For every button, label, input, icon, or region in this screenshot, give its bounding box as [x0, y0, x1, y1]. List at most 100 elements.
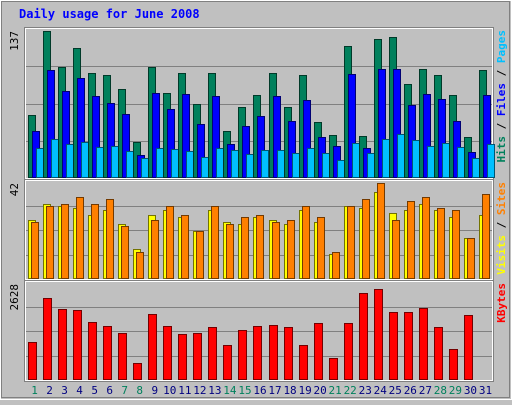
x-tick-label: 25	[389, 384, 402, 397]
outer-bevel-dark	[1, 1, 510, 398]
bar-pages-29	[457, 147, 465, 178]
bar-sites-5	[91, 204, 99, 279]
bar-kbytes-8	[133, 363, 142, 380]
x-tick-label: 15	[238, 384, 251, 397]
bar-kbytes-9	[148, 314, 157, 380]
bar-kbytes-18	[284, 327, 293, 380]
bar-pages-7	[126, 151, 134, 178]
bar-pages-23	[367, 153, 375, 178]
bar-sites-14	[226, 224, 234, 279]
x-tick-label: 31	[479, 384, 492, 397]
bar-sites-12	[196, 231, 204, 279]
bar-kbytes-24	[374, 289, 383, 380]
x-tick-label: 8	[136, 384, 143, 397]
legend-entry: KBytes	[495, 283, 508, 323]
bar-sites-17	[272, 222, 280, 279]
panel-border-light	[25, 180, 493, 280]
bar-sites-28	[437, 208, 445, 279]
x-tick-label: 18	[283, 384, 296, 397]
legend-entry: /	[495, 63, 508, 83]
x-tick-label: 21	[329, 384, 342, 397]
bar-pages-22	[352, 143, 360, 178]
bar-kbytes-25	[389, 312, 398, 380]
bar-kbytes-26	[404, 312, 413, 380]
bar-pages-6	[111, 146, 119, 178]
panel-kbytes: 2628 KBytes	[8, 280, 508, 382]
bar-kbytes-3	[58, 309, 67, 380]
bar-pages-5	[96, 147, 104, 178]
y-max-label: 137	[8, 31, 21, 51]
bar-sites-24	[377, 183, 385, 279]
bar-pages-17	[277, 150, 285, 178]
bar-kbytes-19	[299, 345, 308, 380]
bar-sites-26	[407, 201, 415, 279]
bar-kbytes-30	[464, 315, 473, 380]
bar-kbytes-7	[118, 333, 127, 380]
bar-sites-15	[241, 217, 249, 279]
x-tick-label: 11	[178, 384, 191, 397]
bar-pages-26	[412, 140, 420, 178]
bar-kbytes-28	[434, 327, 443, 380]
bar-pages-2	[51, 139, 59, 178]
bar-pages-1	[36, 148, 44, 178]
x-tick-label: 23	[359, 384, 372, 397]
bar-pages-24	[382, 139, 390, 178]
x-tick-label: 28	[434, 384, 447, 397]
panel-visits: 42 Visits / Sites	[8, 179, 508, 281]
legend-entry: /	[495, 116, 508, 136]
x-tick-label: 7	[121, 384, 128, 397]
bar-sites-29	[452, 210, 460, 279]
legend-hits: Hits / Files / Pages	[495, 30, 508, 163]
legend-entry: Hits	[495, 136, 508, 163]
bar-sites-1	[31, 222, 39, 279]
bar-sites-21	[332, 252, 340, 279]
legend-entry: /	[495, 215, 508, 235]
panel-border-dark	[24, 280, 494, 382]
bar-sites-8	[136, 252, 144, 279]
x-tick-label: 16	[253, 384, 266, 397]
bar-pages-13	[216, 148, 224, 178]
y-max-label: 2628	[8, 284, 21, 311]
bar-kbytes-2	[43, 298, 52, 380]
bar-sites-13	[211, 206, 219, 279]
bar-pages-12	[201, 157, 209, 178]
panel-border-light	[25, 281, 493, 381]
bar-sites-18	[287, 220, 295, 279]
x-tick-label: 20	[314, 384, 327, 397]
bar-sites-23	[362, 199, 370, 279]
bar-kbytes-16	[253, 326, 262, 380]
legend-entry: Files	[495, 83, 508, 116]
x-axis-labels: 1 2 3 4 5 6 7 8 9 10 11 12 13 14 15 16 17 18 19 20 21 22 23 24 2…	[31, 384, 492, 397]
x-tick-label: 17	[268, 384, 281, 397]
legend-entry: Sites	[495, 182, 508, 215]
bar-sites-10	[166, 206, 174, 279]
bar-pages-15	[246, 154, 254, 178]
bar-pages-20	[322, 153, 330, 178]
bar-pages-16	[261, 150, 269, 178]
bar-pages-4	[81, 142, 89, 178]
bar-kbytes-14	[223, 345, 232, 380]
legend-entry: Pages	[495, 30, 508, 63]
bar-pages-21	[337, 160, 345, 178]
bar-pages-3	[66, 144, 74, 178]
bar-kbytes-20	[314, 323, 323, 380]
x-tick-label: 22	[344, 384, 357, 397]
y-max-label: 42	[8, 183, 21, 196]
x-tick-label: 19	[298, 384, 311, 397]
bar-pages-30	[472, 158, 480, 178]
bar-sites-6	[106, 199, 114, 279]
x-tick-label: 6	[106, 384, 113, 397]
bar-sites-3	[61, 204, 69, 279]
x-tick-label: 4	[76, 384, 83, 397]
bar-pages-9	[156, 148, 164, 178]
x-tick-label: 1	[31, 384, 38, 397]
bar-pages-18	[292, 153, 300, 178]
bar-pages-19	[307, 148, 315, 178]
bar-kbytes-23	[359, 293, 368, 380]
bar-sites-16	[256, 215, 264, 279]
x-tick-label: 9	[151, 384, 158, 397]
bar-kbytes-10	[163, 326, 172, 380]
legend-visits: Visits / Sites	[495, 182, 508, 275]
